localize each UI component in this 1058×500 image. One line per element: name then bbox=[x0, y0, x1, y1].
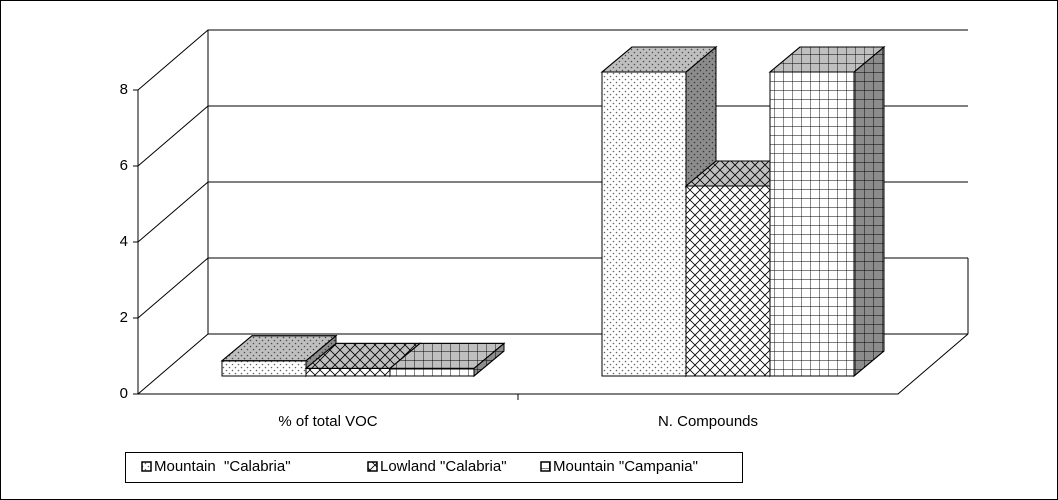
y-tick-label: 4 bbox=[120, 233, 128, 250]
legend-swatch bbox=[367, 461, 378, 472]
x-tick-label: N. Compounds bbox=[658, 413, 758, 430]
bar-front bbox=[389, 367, 475, 377]
grid-line bbox=[137, 29, 968, 91]
legend-label: Mountain "Campania" bbox=[553, 458, 698, 475]
x-tick-label: % of total VOC bbox=[278, 413, 377, 430]
bar-top-shade bbox=[768, 46, 886, 73]
legend-box bbox=[125, 452, 743, 483]
floor bbox=[138, 333, 969, 395]
bar-front bbox=[685, 185, 771, 377]
y-tick-label: 6 bbox=[120, 157, 128, 174]
bar-front bbox=[305, 367, 391, 377]
bar-front bbox=[769, 71, 855, 377]
bar-top-shade bbox=[388, 342, 506, 369]
legend-label: Lowland "Calabria" bbox=[380, 458, 507, 475]
bar-front bbox=[601, 71, 687, 377]
legend-swatch bbox=[540, 461, 551, 472]
bar-front bbox=[221, 360, 307, 377]
bar-top-shade bbox=[220, 335, 338, 362]
legend-swatch bbox=[141, 461, 152, 472]
bar-side-shade bbox=[853, 45, 885, 378]
legend-label: Mountain "Calabria" bbox=[154, 458, 291, 475]
y-tick-label: 8 bbox=[120, 81, 128, 98]
y-tick-label: 0 bbox=[120, 385, 128, 402]
bar-top-shade bbox=[600, 46, 718, 73]
y-tick-label: 2 bbox=[120, 309, 128, 326]
